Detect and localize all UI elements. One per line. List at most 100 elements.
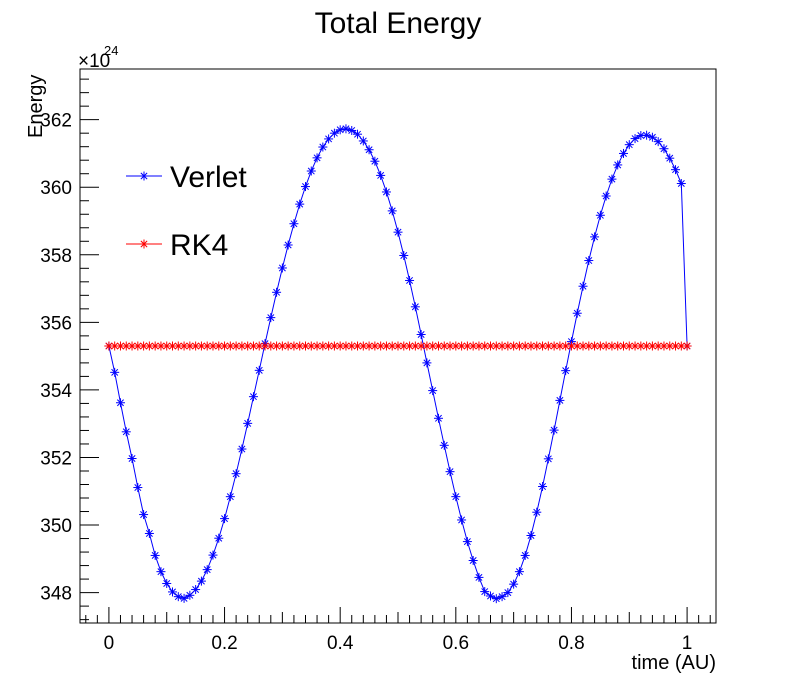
rk4-point bbox=[555, 341, 565, 351]
verlet-point bbox=[115, 398, 125, 408]
verlet-point bbox=[214, 533, 224, 543]
rk4-point bbox=[133, 341, 143, 351]
verlet-point bbox=[335, 125, 345, 135]
rk4-point bbox=[416, 341, 426, 351]
verlet-point bbox=[150, 550, 160, 560]
x-tick-label: 0.4 bbox=[327, 633, 354, 654]
y-tick-label: 358 bbox=[40, 246, 72, 267]
rk4-point bbox=[231, 341, 241, 351]
verlet-point bbox=[162, 578, 172, 588]
verlet-point bbox=[231, 469, 241, 479]
verlet-point bbox=[578, 281, 588, 291]
verlet-point bbox=[613, 160, 623, 170]
verlet-point bbox=[480, 587, 490, 597]
verlet-point bbox=[543, 454, 553, 464]
verlet-point bbox=[173, 592, 183, 602]
rk4-series bbox=[104, 341, 692, 351]
series-layer bbox=[104, 124, 692, 604]
verlet-point bbox=[376, 170, 386, 180]
verlet-point bbox=[526, 531, 536, 541]
rk4-point bbox=[289, 341, 299, 351]
verlet-point bbox=[497, 592, 507, 602]
verlet-point bbox=[196, 576, 206, 586]
verlet-point bbox=[676, 179, 686, 189]
x-tick-label: 0.2 bbox=[211, 633, 237, 654]
y-tick-label: 362 bbox=[40, 111, 72, 132]
verlet-point bbox=[532, 507, 542, 517]
verlet-point bbox=[289, 219, 299, 229]
verlet-point bbox=[156, 567, 166, 577]
verlet-point bbox=[451, 492, 461, 502]
x-tick-label: 1 bbox=[682, 633, 693, 654]
verlet-line bbox=[108, 128, 688, 600]
verlet-point bbox=[248, 392, 258, 402]
verlet-point bbox=[572, 308, 582, 318]
y-tick-label: 352 bbox=[40, 448, 72, 469]
verlet-point bbox=[300, 182, 310, 192]
verlet-point bbox=[659, 144, 669, 154]
verlet-point bbox=[595, 210, 605, 220]
verlet-point bbox=[312, 153, 322, 163]
verlet-point bbox=[185, 590, 195, 600]
x-tick-label: 0 bbox=[104, 633, 115, 654]
verlet-point bbox=[410, 302, 420, 312]
x-tick-label: 0.8 bbox=[558, 633, 584, 654]
rk4-point bbox=[185, 341, 195, 351]
axis-ticks bbox=[80, 78, 711, 623]
rk4-point bbox=[671, 341, 681, 351]
verlet-point bbox=[671, 165, 681, 175]
rk4-point bbox=[572, 341, 582, 351]
verlet-point bbox=[457, 515, 467, 525]
verlet-point bbox=[433, 413, 443, 423]
y-tick-label: 356 bbox=[40, 313, 72, 334]
x-axis-title: time (AU) bbox=[632, 652, 716, 674]
verlet-point bbox=[653, 137, 663, 147]
verlet-point bbox=[208, 550, 218, 560]
verlet-point bbox=[127, 453, 137, 463]
verlet-point bbox=[538, 482, 548, 492]
verlet-point bbox=[618, 148, 628, 158]
verlet-point bbox=[283, 240, 293, 250]
rk4-point bbox=[543, 341, 553, 351]
rk4-point bbox=[532, 341, 542, 351]
verlet-point bbox=[555, 395, 565, 405]
verlet-point bbox=[503, 588, 513, 598]
verlet-point bbox=[266, 313, 276, 323]
legend-label: Verlet bbox=[170, 161, 247, 194]
verlet-point bbox=[110, 367, 120, 377]
verlet-point bbox=[295, 199, 305, 209]
verlet-point bbox=[624, 140, 634, 150]
verlet-point bbox=[647, 132, 657, 142]
verlet-point bbox=[306, 166, 316, 176]
verlet-point bbox=[358, 136, 368, 146]
verlet-point bbox=[474, 572, 484, 582]
legend-marker bbox=[139, 171, 149, 181]
verlet-point bbox=[439, 440, 449, 450]
rk4-point bbox=[139, 341, 149, 351]
y-axis-title: Energy bbox=[25, 75, 47, 138]
legend-label: RK4 bbox=[170, 229, 228, 262]
rk4-point bbox=[225, 341, 235, 351]
verlet-point bbox=[341, 124, 351, 134]
verlet-point bbox=[144, 528, 154, 538]
verlet-point bbox=[509, 579, 519, 589]
y-tick-label: 350 bbox=[40, 516, 72, 537]
rk4-point bbox=[647, 341, 657, 351]
rk4-point bbox=[191, 341, 201, 351]
legend-item-rk4: RK4 bbox=[126, 229, 228, 262]
verlet-point bbox=[520, 550, 530, 560]
y-tick-label: 354 bbox=[40, 381, 72, 402]
verlet-point bbox=[561, 366, 571, 376]
rk4-point bbox=[422, 341, 432, 351]
verlet-series bbox=[104, 124, 692, 604]
verlet-point bbox=[445, 467, 455, 477]
legend: Verlet RK4 bbox=[126, 161, 247, 262]
verlet-point bbox=[405, 275, 415, 285]
verlet-point bbox=[387, 206, 397, 216]
rk4-point bbox=[682, 341, 692, 351]
verlet-point bbox=[422, 358, 432, 368]
verlet-point bbox=[416, 330, 426, 340]
legend-item-verlet: Verlet bbox=[126, 161, 247, 194]
verlet-point bbox=[168, 587, 178, 597]
y-multiplier-exponent: 24 bbox=[104, 43, 118, 58]
